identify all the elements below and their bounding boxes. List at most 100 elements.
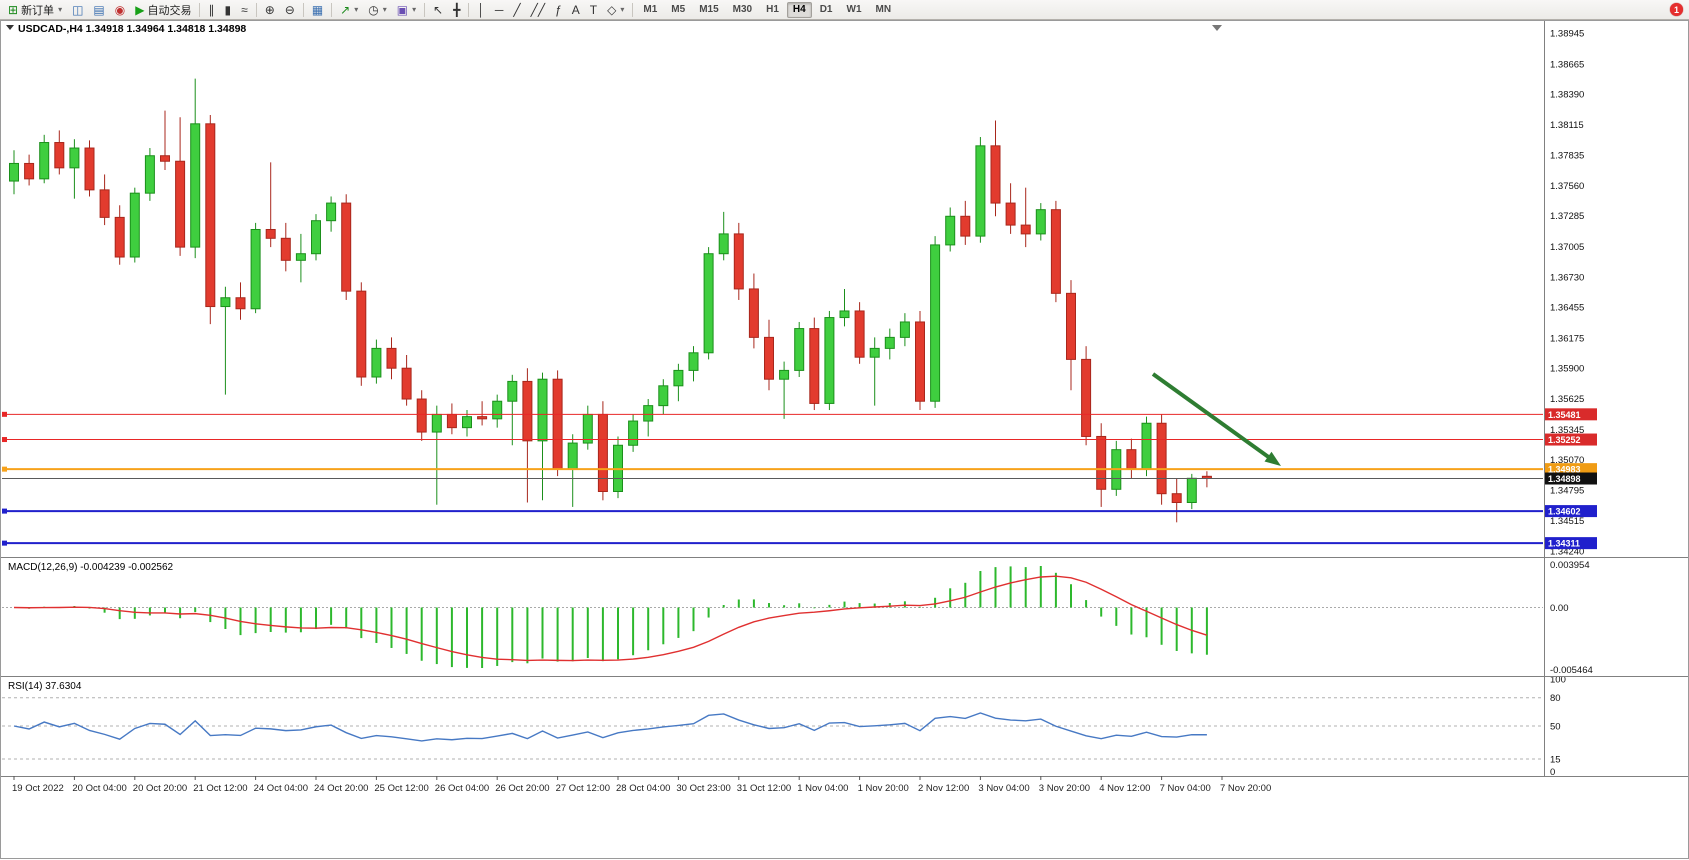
timeframe-m5-button[interactable]: M5 [671,4,686,15]
chart-shift-marker[interactable] [1212,25,1222,31]
timeframe-d1-button[interactable]: D1 [819,4,833,15]
zoom-out-button[interactable]: ⊖ [280,1,300,18]
chart-canvas[interactable]: 1.38945 1.38665 1.38390 1.38115 1.37835 1.375… [0,20,1689,860]
fibonacci-icon: ƒ [555,2,562,17]
toolbar-separator [199,2,201,17]
rsi-line [13,712,1207,742]
new-order-button-label: 新订单 [21,4,55,17]
new-order-button[interactable]: ⊞ 新订单 ▾ [3,1,67,18]
bars-chart-button[interactable]: ∥ [203,1,219,18]
support-line-1-anchor[interactable] [2,508,7,514]
price-tick-label: 1.37835 [1550,151,1584,162]
trendline-button[interactable]: ╱ [508,1,525,18]
candle-body [1050,209,1061,294]
time-label: 4 Nov 12:00 [1099,783,1150,794]
channel-button[interactable]: ╱╱ [526,1,550,18]
market-watch-icon: ▤ [93,2,105,17]
trend-arrow-line[interactable] [1151,372,1275,462]
support-line-2-tag: 1.34311 [1545,537,1597,550]
zoom-in-button[interactable]: ⊕ [260,1,280,18]
timeframe-m15-button[interactable]: M15 [699,4,719,15]
time-axis[interactable]: 19 Oct 2022 20 Oct 04:00 20 Oct 20:00 21 Oc… [12,776,1271,794]
price-tick-label: 1.38115 [1550,120,1584,131]
periods-button[interactable]: ◷ ▾ [363,1,392,18]
time-label: 3 Nov 04:00 [978,783,1029,794]
timeframe-h1-button[interactable]: H1 [766,4,779,15]
alerts-button[interactable]: ◉ [110,1,130,18]
price-tick-label: 1.35900 [1550,364,1584,375]
timeframe-button-group: M1 M5 M15 M30 H1 H4 D1 W1 MN [636,1,898,18]
resistance-line-1-anchor[interactable] [2,411,7,417]
vertical-line-icon: │ [477,2,485,17]
line-chart-icon: ≈ [241,2,248,17]
pivot-line-tag-bg [1545,463,1597,476]
time-label: 2 Nov 12:00 [918,783,969,794]
candle-body [1035,209,1046,235]
resistance-line-2-anchor[interactable] [2,437,7,443]
line-chart-button[interactable]: ≈ [236,1,253,18]
autotrading-button[interactable]: ▶ 自动交易 [130,1,196,18]
crosshair-icon: ╋ [453,2,461,17]
candle-body [462,416,472,429]
resistance-line-2-tag-bg [1545,433,1597,446]
market-watch-button[interactable]: ▤ [88,1,109,18]
candle-body [401,367,412,400]
candle-body [446,413,457,429]
indicators-button[interactable]: ↗ ▾ [335,1,363,18]
notification-badge[interactable]: 1 [1670,3,1683,16]
bid-price-line-tag: 1.34898 [1545,472,1597,485]
candle-body [839,310,850,319]
trendline-icon: ╱ [513,2,521,17]
timeframe-w1-button[interactable]: W1 [846,4,862,15]
support-line-2-anchor[interactable] [2,540,7,546]
price-tick-label: 1.37560 [1550,181,1584,192]
shapes-button[interactable]: ◇ ▾ [602,1,629,18]
candle-body [39,142,50,180]
candle-body [220,297,231,308]
candle-body [673,369,684,387]
resistance-line-1-tag-bg [1545,408,1597,421]
candle-body [779,369,790,380]
candle-body [733,233,744,290]
text-label-button[interactable]: T [585,1,602,18]
crosshair-button[interactable]: ╋ [448,1,465,18]
timeframe-m30-button[interactable]: M30 [732,4,753,15]
horizontal-line-icon: ─ [494,2,504,17]
zoom-out-icon: ⊖ [284,2,295,17]
chart-window-button[interactable]: ◫ [67,1,88,18]
candle-body [9,162,19,182]
tile-windows-button[interactable]: ▦ [307,1,328,18]
one-click-trading-toggle[interactable] [6,25,14,30]
toolbar-separator [302,2,304,17]
pivot-line-anchor[interactable] [2,466,7,472]
cursor-button[interactable]: ↖ [428,1,448,18]
templates-button[interactable]: ▣ ▾ [392,1,421,18]
vertical-line-button[interactable]: │ [472,1,490,18]
candle-body [69,147,80,169]
horizontal-line-button[interactable]: ─ [490,1,509,18]
candle-body [1156,422,1167,495]
candles-chart-button[interactable]: ▮ [219,1,236,18]
candle-body [1186,477,1197,504]
channel-icon: ╱╱ [530,2,546,17]
rsi-scale-label: 0 [1550,767,1555,778]
timeframe-h4-button[interactable]: H4 [786,1,812,18]
price-scale: 1.38945 1.38665 1.38390 1.38115 1.37835 1.375… [1550,28,1584,557]
trend-arrow-head[interactable] [1264,451,1281,466]
candle-body [129,192,140,258]
bid-price-line-tag-bg [1545,472,1597,485]
text-button[interactable]: A [567,1,585,18]
shapes-icon: ◇ [607,2,617,17]
candle-body [1096,435,1107,490]
rsi-scale-label: 50 [1550,722,1561,733]
pivot-line-tag: 1.34983 [1545,463,1597,476]
macd-scale-min: -0.005464 [1550,665,1593,676]
toolbar-separator [632,2,634,17]
timeframe-mn-button[interactable]: MN [875,4,892,15]
candle-body [597,413,608,492]
candle-body [144,155,155,194]
candle-body [537,378,548,442]
fibonacci-button[interactable]: ƒ [550,1,567,18]
timeframe-m1-button[interactable]: M1 [643,4,658,15]
candle-body [311,220,321,255]
